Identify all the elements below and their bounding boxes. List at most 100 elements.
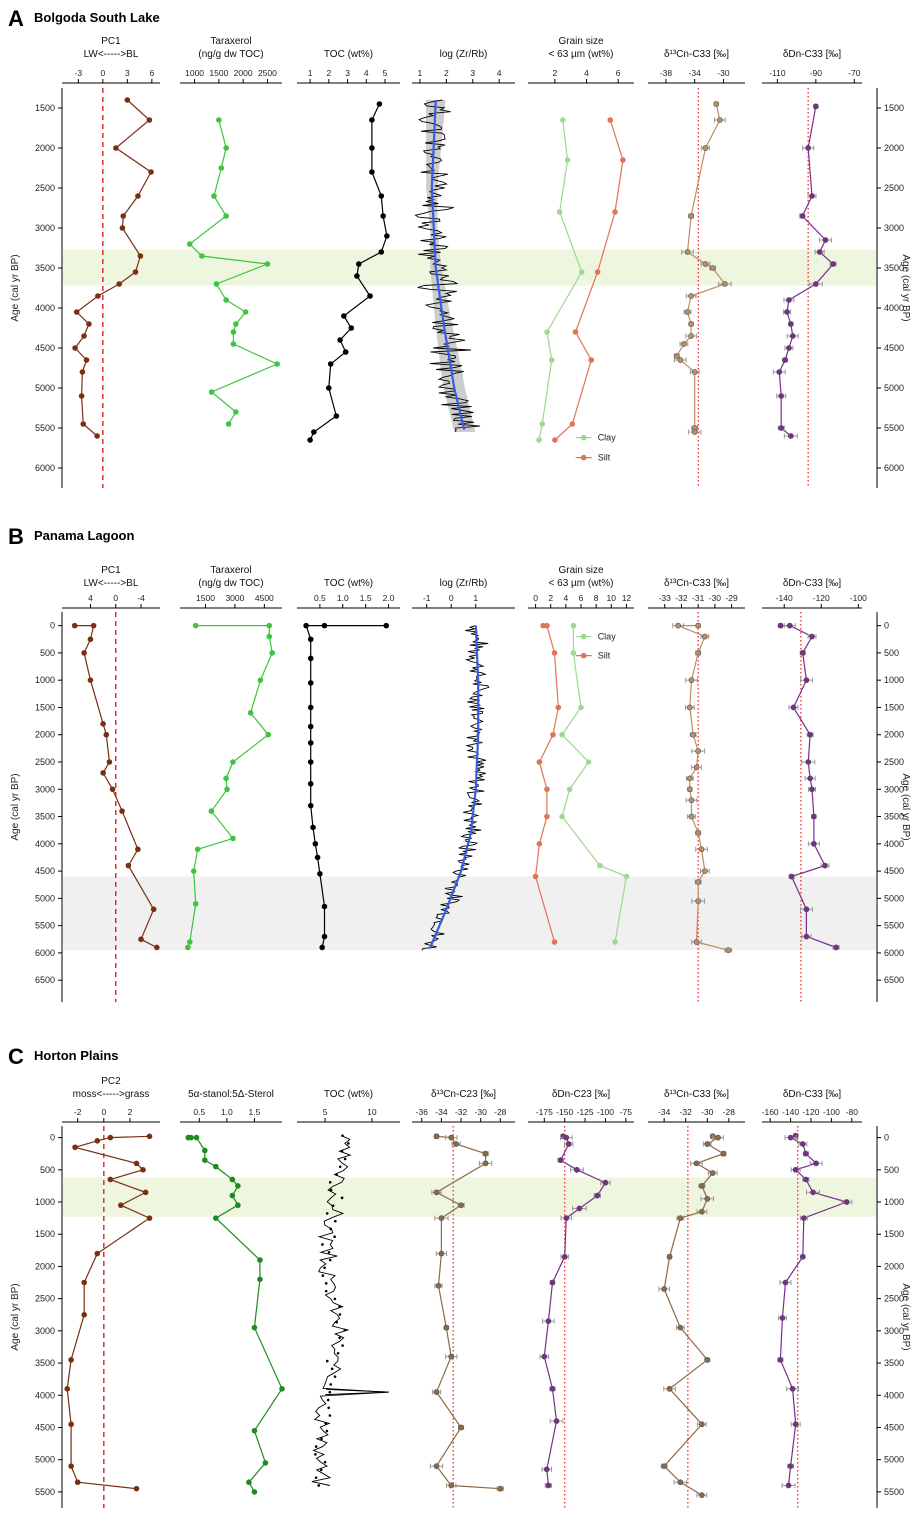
series [303,622,390,951]
legend-swatch-point [580,454,587,461]
data-point [187,939,193,945]
column-5: Grain size < 63 µm (wt%) 2 4 6 Clay Silt [528,36,634,463]
data-point [570,622,577,629]
data-point [229,1192,236,1199]
data-point [786,345,792,351]
data-point [565,1141,572,1147]
data-point [307,680,314,686]
data-point [688,213,695,219]
data-point [438,1215,445,1222]
data-point [307,636,314,643]
data-point [433,1389,440,1395]
data-point [677,1324,684,1331]
data-point [785,1482,792,1489]
data-point [86,321,92,327]
series [185,1134,285,1495]
data-point [553,1418,560,1424]
data-point [142,1189,149,1196]
data-point [563,1134,570,1141]
column-tick-label: -3 [75,68,83,78]
column-tick-label: -125 [577,1107,594,1117]
data-point [307,655,314,662]
data-point [435,1282,442,1289]
panel-title: Bolgoda South Lake [34,10,160,25]
column-tick-label: 1.5 [360,593,372,603]
column-1: PC1 LW<----->BL-3 0 3 6 [62,36,160,488]
data-point [778,425,785,431]
column-header: δ¹³Cn-C33 [‰] [664,49,729,60]
data-point [686,775,693,782]
data-point [443,1324,450,1331]
data-point [789,333,796,339]
data-point [594,1192,601,1199]
data-point [661,1463,668,1470]
data-point [555,704,562,711]
age-tick-label: 3000 [35,784,55,794]
data-point [812,103,819,110]
data-point [208,389,215,395]
data-point [822,862,828,869]
column-header: Taraxerol [210,565,251,576]
column-tick-label: -70 [848,68,861,78]
data-point [776,369,783,375]
column-tick-label: -120 [802,1107,819,1117]
series-line [561,625,628,943]
data-point [695,622,702,629]
data-point [307,723,314,730]
data-point [715,1134,721,1141]
data-point [556,209,563,215]
age-tick-label: 5000 [35,1455,55,1465]
column-header: PC1 [101,36,121,47]
data-point [146,117,153,123]
data-point [333,1375,337,1378]
data-point [578,269,585,275]
column-tick-label: -32 [455,1107,468,1117]
data-point [325,1359,329,1363]
data-point [317,871,323,877]
age-tick-label: 2500 [35,757,55,767]
column-tick-label: -29 [725,593,738,603]
age-tick-label: 5500 [35,921,55,931]
column-tick-label: -34 [658,1107,671,1117]
column-1: PC1 LW<----->BL 4 0 -4 [62,565,160,1002]
column-tick-label: 4 [563,593,568,603]
age-tick-label-right: 4500 [884,866,904,876]
data-point [223,213,229,219]
panel-letter: B [8,524,24,549]
data-point [94,1138,101,1144]
data-point [312,841,319,847]
column-tick-label: 1500 [209,68,228,78]
data-point [620,157,626,163]
age-axis-title-left: Age (cal yr BP) [10,773,21,840]
column-tick-label: 1500 [196,593,215,603]
column-header: LW<----->BL [84,578,139,589]
data-point [251,1324,258,1331]
data-point [257,677,264,683]
data-point [333,1297,337,1301]
data-point [235,1202,241,1209]
spike-line [325,1389,389,1396]
highlight-band [63,249,876,286]
column-3: TOC (wt%) 0.5 1.0 1.5 2.0 [297,578,400,951]
data-point [551,650,558,656]
column-header: PC2 [101,1076,121,1087]
data-point [701,868,708,874]
age-tick-label: 3500 [35,812,55,822]
age-axis-title-right: Age (cal yr BP) [900,254,911,321]
data-point [787,1463,794,1470]
data-point [327,361,334,367]
data-point [779,1315,786,1321]
data-point [557,1157,564,1164]
data-point [79,369,86,375]
column-tick-label: 8 [594,593,599,603]
column-tick-label: 6 [616,68,621,78]
age-tick-label: 3000 [35,1326,55,1336]
data-point [691,369,698,375]
highlight-band [63,1177,876,1217]
data-point [190,868,197,874]
column-tick-label: 5 [383,68,388,78]
data-point [257,1257,263,1263]
data-point [578,704,584,711]
data-point [623,873,630,880]
data-point [83,357,90,363]
